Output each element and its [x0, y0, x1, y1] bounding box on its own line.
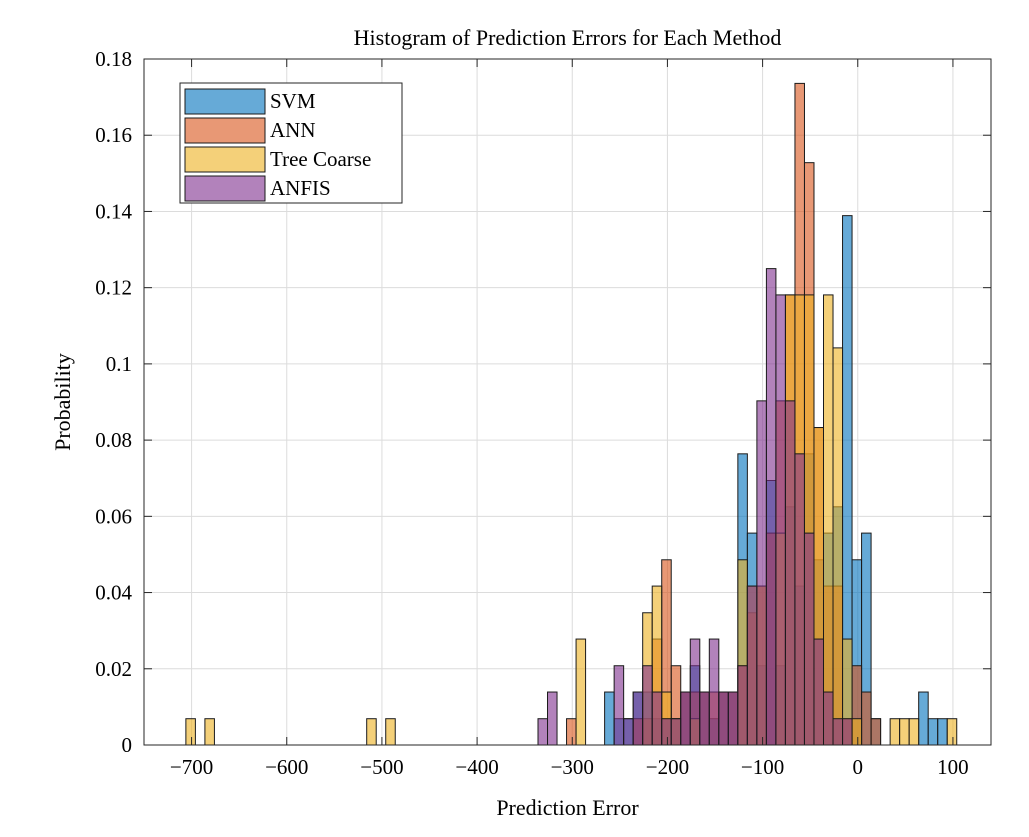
- x-tick-label: −200: [646, 755, 689, 779]
- y-tick-label: 0.02: [95, 657, 132, 681]
- bar-anfis: [623, 718, 634, 746]
- bar-tree-coarse: [889, 718, 901, 746]
- chart-title: Histogram of Prediction Errors for Each …: [354, 25, 782, 50]
- y-tick-label: 0: [122, 733, 133, 757]
- bar-tree-coarse: [946, 718, 958, 746]
- bar-anfis: [832, 718, 844, 746]
- histogram-bars: [185, 82, 958, 746]
- bar-anfis: [765, 268, 777, 746]
- bar-anfis: [727, 691, 739, 746]
- y-tick-label: 0.16: [95, 123, 132, 147]
- bar-svm: [918, 691, 929, 746]
- bar-anfis: [651, 691, 663, 746]
- legend: SVM ANN Tree Coarse ANFIS: [179, 82, 403, 204]
- bar-ann: [861, 691, 872, 746]
- bar-anfis: [670, 718, 682, 746]
- bar-anfis: [823, 691, 834, 746]
- y-tick-label: 0.14: [95, 199, 132, 223]
- plot-frame: [143, 58, 992, 746]
- bar-ann: [566, 718, 577, 746]
- bar-tree-coarse: [366, 718, 377, 746]
- bar-anfis: [784, 400, 796, 746]
- bar-anfis: [661, 718, 672, 746]
- axis-ticks: −700 −600 −500 −400 −300 −200 −100 0 100 0 0.02 0.0…: [95, 47, 991, 779]
- y-tick-label: 0.1: [106, 352, 132, 376]
- bar-anfis: [842, 718, 853, 746]
- bar-anfis: [708, 638, 720, 746]
- bar-tree-coarse: [575, 638, 587, 746]
- bar-anfis: [803, 532, 815, 746]
- legend-swatch: [184, 88, 266, 115]
- x-tick-label: −600: [265, 755, 308, 779]
- bar-anfis: [718, 691, 729, 746]
- bar-anfis: [737, 665, 748, 746]
- bar-tree-coarse: [185, 718, 196, 746]
- x-tick-label: −100: [741, 755, 784, 779]
- y-tick-label: 0.06: [95, 504, 132, 528]
- y-tick-label: 0.08: [95, 428, 132, 452]
- bar-anfis: [613, 665, 625, 746]
- bar-tree-coarse: [385, 718, 396, 746]
- bar-anfis: [537, 718, 549, 746]
- bar-anfis: [775, 294, 786, 746]
- bar-anfis: [642, 665, 653, 746]
- bar-anfis: [746, 585, 758, 746]
- x-axis-label: Prediction Error: [496, 795, 639, 820]
- bar-tree-coarse: [832, 347, 844, 746]
- bar-tree-coarse: [851, 718, 863, 746]
- bar-anfis: [689, 638, 701, 746]
- y-tick-label: 0.12: [95, 276, 132, 300]
- bar-svm: [927, 718, 939, 746]
- bar-tree-coarse: [899, 718, 910, 746]
- y-tick-label: 0.04: [95, 581, 132, 605]
- legend-swatch: [184, 146, 266, 173]
- bar-anfis: [699, 691, 710, 746]
- y-axis-label: Probability: [50, 353, 75, 451]
- x-tick-label: 100: [937, 755, 969, 779]
- bar-ann: [870, 718, 882, 746]
- y-tick-label: 0.18: [95, 47, 132, 71]
- legend-label: ANN: [270, 118, 316, 142]
- bar-tree-coarse: [823, 294, 834, 746]
- bar-anfis: [756, 400, 767, 746]
- legend-swatch: [184, 175, 266, 202]
- legend-label: SVM: [270, 89, 316, 113]
- legend-label: Tree Coarse: [270, 147, 371, 171]
- x-tick-label: −700: [170, 755, 213, 779]
- legend-label: ANFIS: [270, 176, 331, 200]
- x-tick-label: −300: [551, 755, 594, 779]
- bar-svm: [604, 691, 615, 746]
- bar-anfis: [680, 691, 691, 746]
- bar-anfis: [632, 691, 644, 746]
- x-tick-label: 0: [853, 755, 864, 779]
- bar-svm: [937, 718, 948, 746]
- bar-anfis: [813, 638, 825, 746]
- legend-swatch: [184, 117, 266, 144]
- bar-anfis: [547, 691, 558, 746]
- x-tick-label: −400: [455, 755, 498, 779]
- bar-anfis: [794, 453, 805, 746]
- bar-tree-coarse: [204, 718, 215, 746]
- bar-tree-coarse: [908, 718, 920, 746]
- x-tick-label: −500: [360, 755, 403, 779]
